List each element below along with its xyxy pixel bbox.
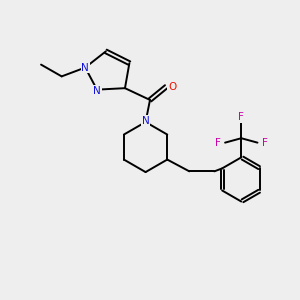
- Text: O: O: [168, 82, 176, 92]
- Text: F: F: [262, 138, 268, 148]
- Text: F: F: [238, 112, 244, 122]
- Text: N: N: [93, 86, 101, 96]
- Text: F: F: [215, 138, 221, 148]
- Text: N: N: [81, 63, 89, 73]
- Text: N: N: [142, 116, 149, 126]
